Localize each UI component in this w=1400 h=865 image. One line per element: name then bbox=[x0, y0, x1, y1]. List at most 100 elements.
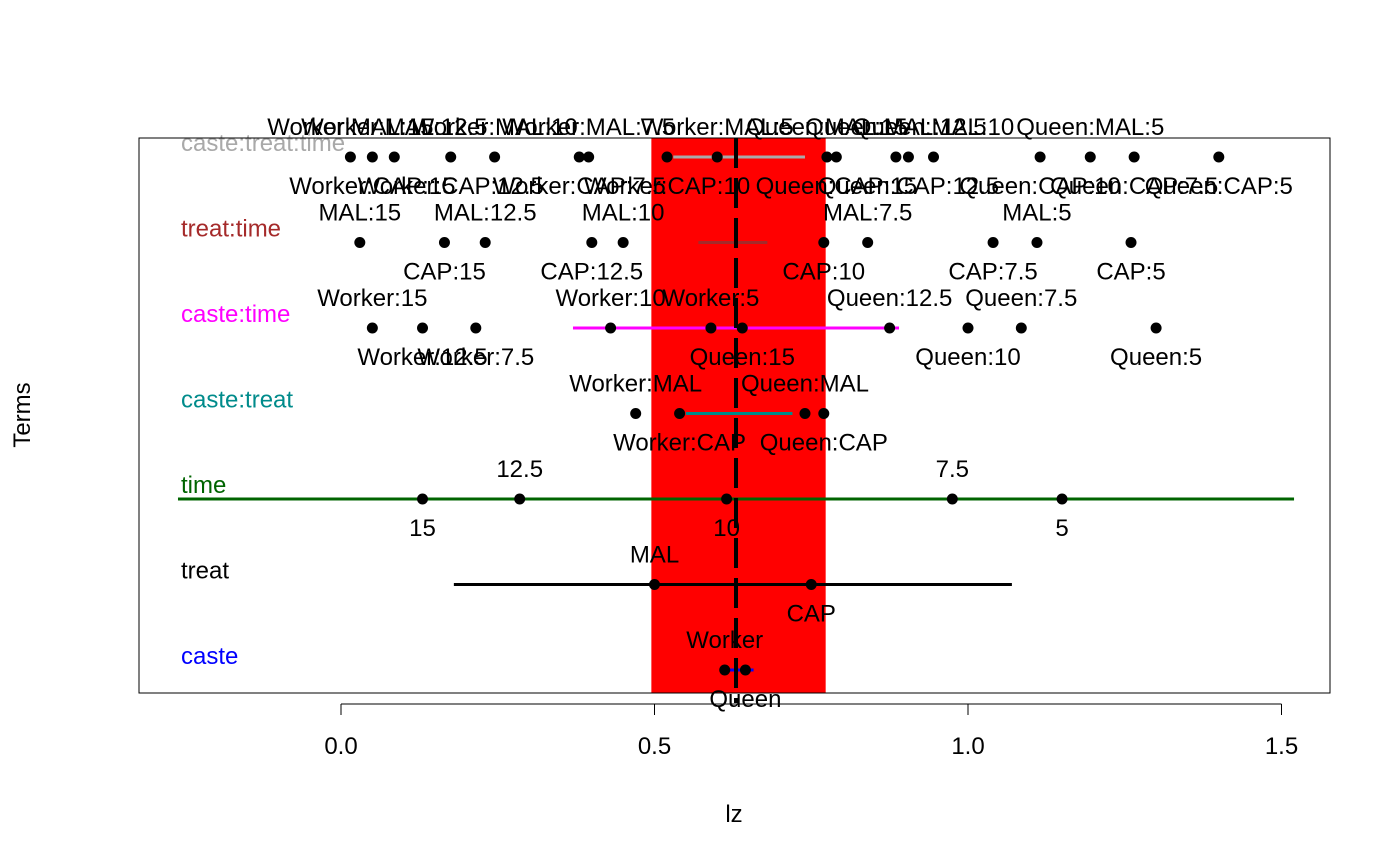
point-worker-cap-7-5 bbox=[573, 151, 585, 163]
level-label-worker-cap-12-5: Worker:CAP:12.5 bbox=[358, 173, 544, 200]
level-label-5: 5 bbox=[1055, 515, 1068, 542]
level-label-worker-mal-12-5: Worker:MAL:12.5 bbox=[301, 114, 487, 141]
level-label-worker-mal-15: Worker:MAL:15 bbox=[267, 114, 433, 141]
level-label-worker-12-5: Worker:12.5 bbox=[357, 344, 487, 371]
point-queen-cap-15 bbox=[830, 151, 842, 163]
point-worker-5 bbox=[705, 322, 717, 334]
term-label-treat: treat bbox=[181, 558, 229, 585]
point-queen-cap-12-5 bbox=[902, 151, 914, 163]
term-label-caste: caste bbox=[181, 643, 238, 670]
level-label-queen-15: Queen:15 bbox=[690, 344, 795, 371]
x-tick-label: 0.5 bbox=[638, 733, 671, 760]
level-label-queen-10: Queen:10 bbox=[915, 344, 1020, 371]
point-queen-cap-10 bbox=[1034, 151, 1046, 163]
point-worker-15 bbox=[366, 322, 378, 334]
point-worker-mal-10 bbox=[489, 151, 501, 163]
point-12-5 bbox=[514, 493, 526, 505]
point-mal-7-5 bbox=[862, 237, 874, 248]
level-label-cap-12-5: CAP:12.5 bbox=[540, 259, 643, 286]
level-label-queen-cap-10: Queen:CAP:10 bbox=[959, 173, 1120, 200]
level-label-queen-7-5: Queen:7.5 bbox=[965, 285, 1077, 312]
level-label-queen-cap: Queen:CAP bbox=[760, 430, 888, 457]
point-worker-mal-5 bbox=[711, 151, 723, 163]
level-label-queen-cap-15: Queen:CAP:15 bbox=[756, 173, 917, 200]
point-queen-mal-10 bbox=[928, 151, 940, 163]
point-queen-mal bbox=[799, 408, 811, 419]
point-cap-15 bbox=[438, 237, 450, 248]
point-queen-10 bbox=[962, 322, 974, 334]
level-label-worker-15: Worker:15 bbox=[317, 285, 427, 312]
point-mal-15 bbox=[354, 237, 366, 248]
point-mal-10 bbox=[617, 237, 629, 248]
x-tick-label: 1.0 bbox=[951, 733, 984, 760]
term-label-treat-time: treat:time bbox=[181, 216, 281, 243]
point-cap-5 bbox=[1125, 237, 1137, 248]
level-label-worker-cap-7-5: Worker:CAP:7.5 bbox=[493, 173, 666, 200]
level-label-queen-mal-15: Queen:MAL:15 bbox=[746, 114, 907, 141]
y-axis-title: Terms bbox=[9, 382, 36, 447]
level-label-15: 15 bbox=[409, 515, 436, 542]
term-label-caste-treat: caste:treat bbox=[181, 387, 293, 414]
level-label-worker-10: Worker:10 bbox=[555, 285, 665, 312]
point-worker-10 bbox=[605, 322, 617, 334]
point-worker-cap bbox=[674, 408, 686, 419]
x-axis-title: lz bbox=[725, 801, 742, 828]
point-queen-cap-5 bbox=[1213, 151, 1225, 163]
level-label-worker-mal-7-5: Worker:MAL:7.5 bbox=[502, 114, 675, 141]
point-queen-mal-15 bbox=[821, 151, 833, 163]
point-worker-cap-10 bbox=[661, 151, 673, 163]
point-queen-mal-12-5 bbox=[890, 151, 902, 163]
level-label-queen-cap-5: Queen:CAP:5 bbox=[1145, 173, 1293, 200]
point-worker-cap-15 bbox=[366, 151, 378, 163]
level-label-queen-mal: Queen:MAL bbox=[741, 371, 869, 398]
point-queen-12-5 bbox=[884, 322, 896, 334]
point-cap-12-5 bbox=[586, 237, 598, 248]
level-label-queen-mal-10: Queen:MAL:10 bbox=[853, 114, 1014, 141]
level-label-12-5: 12.5 bbox=[496, 456, 543, 483]
level-label-worker-cap-10: Worker:CAP:10 bbox=[584, 173, 750, 200]
x-tick-label: 0.0 bbox=[324, 733, 357, 760]
point-cap-7-5 bbox=[987, 237, 999, 248]
level-label-worker-mal: Worker:MAL bbox=[569, 371, 702, 398]
point-cap-10 bbox=[818, 237, 830, 248]
level-label-mal-15: MAL:15 bbox=[318, 200, 401, 227]
term-label-caste-time: caste:time bbox=[181, 301, 290, 328]
point-queen-5 bbox=[1150, 322, 1162, 334]
point-queen-mal-5 bbox=[1084, 151, 1096, 163]
point-15 bbox=[417, 493, 429, 505]
point-5 bbox=[1056, 493, 1068, 505]
x-tick-label: 1.5 bbox=[1265, 733, 1298, 760]
point-mal-12-5 bbox=[479, 237, 491, 248]
point-worker-mal-12-5 bbox=[388, 151, 400, 163]
level-label-worker-5: Worker:5 bbox=[662, 285, 759, 312]
point-worker-cap-12-5 bbox=[445, 151, 457, 163]
term-label-time: time bbox=[181, 472, 226, 499]
point-queen-cap bbox=[818, 408, 830, 419]
level-points-layer bbox=[344, 151, 1225, 676]
point-worker bbox=[719, 664, 731, 676]
point-10 bbox=[721, 493, 733, 505]
level-label-queen-mal-12-5: Queen:MAL:12.5 bbox=[805, 114, 986, 141]
level-label-10: 10 bbox=[713, 515, 740, 542]
point-queen-7-5 bbox=[1015, 322, 1027, 334]
level-label-cap-15: CAP:15 bbox=[403, 259, 486, 286]
point-queen bbox=[739, 664, 751, 676]
plot-frame bbox=[138, 137, 1331, 694]
level-label-mal-12-5: MAL:12.5 bbox=[434, 200, 537, 227]
term-labels-layer: caste treat time caste:treat caste:time treat… bbox=[181, 130, 345, 670]
level-label-worker-mal-10: Worker:MAL:10 bbox=[411, 114, 577, 141]
point-7-5 bbox=[946, 493, 958, 505]
point-worker-mal-7-5 bbox=[583, 151, 595, 163]
point-mal bbox=[649, 579, 660, 590]
level-label-worker: Worker bbox=[686, 627, 763, 654]
level-label-worker-mal-5: Worker:MAL:5 bbox=[641, 114, 794, 141]
level-label-mal-5: MAL:5 bbox=[1002, 200, 1071, 227]
level-label-queen-cap-12-5: Queen:CAP:12.5 bbox=[818, 173, 999, 200]
term-label-caste-treat-time: caste:treat:time bbox=[181, 130, 345, 157]
level-label-cap-5: CAP:5 bbox=[1096, 259, 1165, 286]
point-worker-12-5 bbox=[417, 322, 429, 334]
level-label-queen-5: Queen:5 bbox=[1110, 344, 1202, 371]
level-label-cap-10: CAP:10 bbox=[782, 259, 865, 286]
point-queen-cap-7-5 bbox=[1128, 151, 1140, 163]
